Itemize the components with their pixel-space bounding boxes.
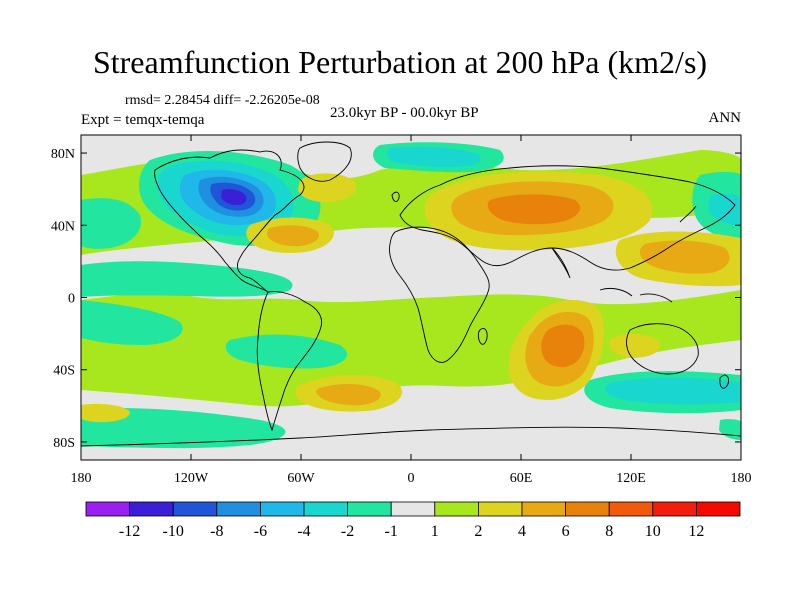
stats-label: rmsd= 2.28454 diff= -2.26205e-08 (125, 93, 320, 108)
colorbar-swatch (565, 501, 610, 517)
colorbar-label: 10 (645, 523, 661, 540)
x-tick-label: 120W (174, 471, 209, 486)
colorbar-swatch (259, 501, 305, 517)
colorbar-label: 12 (688, 523, 704, 540)
contour-band (81, 408, 286, 449)
y-tick-label: 80N (51, 147, 75, 162)
x-tick-label: 120E (616, 471, 646, 486)
contour-band (81, 300, 183, 345)
coastlines (81, 141, 741, 447)
contour-band (266, 225, 320, 247)
contour-band (298, 173, 357, 203)
colorbar-swatch (347, 501, 392, 517)
contour-band (225, 334, 348, 369)
coastline-australia (626, 323, 699, 375)
colorbar-label: -1 (385, 523, 398, 540)
contour-band (541, 324, 585, 368)
colorbar-swatch (172, 501, 218, 517)
coastline-indonesia (599, 287, 673, 303)
coastline-new-zealand (719, 374, 729, 389)
y-tick-label: 40N (51, 219, 75, 234)
contour-band (81, 403, 130, 423)
coastline-uk (391, 191, 400, 202)
contour-band (81, 198, 141, 249)
colorbar-swatch (652, 501, 697, 517)
colorbar-label: 8 (605, 523, 613, 540)
period-label: 23.0kyr BP - 00.0kyr BP (330, 105, 479, 121)
colorbar-label: -6 (254, 523, 267, 540)
coastline-antarctica (81, 426, 741, 447)
x-tick-label: 180 (71, 471, 92, 486)
coastline-japan (679, 205, 697, 223)
y-tick-label: 80S (53, 436, 75, 451)
chart-title: Streamfunction Perturbation at 200 hPa (… (92, 44, 708, 80)
colorbar-swatch (390, 501, 436, 517)
y-tick-label: 0 (68, 292, 75, 307)
season-label: ANN (708, 110, 742, 126)
coastline-greenland (297, 141, 352, 182)
x-tick-label: 180 (731, 471, 752, 486)
colorbar: -12 -10 -8 -6 -4 -2 -1 1 2 4 6 8 10 12 (85, 501, 741, 540)
contour-band (605, 377, 741, 405)
colorbar-swatch (608, 501, 654, 517)
colorbar-swatch (434, 501, 479, 517)
contour-band (487, 194, 581, 225)
colorbar-label: 4 (518, 523, 526, 540)
x-tick-label: 0 (408, 471, 415, 486)
colorbar-swatch (696, 501, 741, 517)
axes: 180 120W 60W 0 60E 120E 180 80N 40N 0 40S 80S (51, 135, 752, 486)
colorbar-label: 2 (474, 523, 482, 540)
contour-band (708, 193, 741, 226)
colorbar-label: -12 (119, 523, 140, 540)
coastline-india (551, 247, 571, 279)
colorbar-swatch (85, 501, 130, 517)
colorbar-swatch (303, 501, 348, 517)
coastline-south-america (256, 291, 323, 432)
contour-band (386, 146, 481, 168)
colorbar-label: 1 (431, 523, 439, 540)
contour-band (81, 261, 293, 297)
x-tick-label: 60E (510, 471, 533, 486)
contour-band (221, 188, 247, 205)
contour-band (609, 333, 661, 358)
colorbar-label: -2 (341, 523, 354, 540)
colorbar-label: -4 (297, 523, 310, 540)
colorbar-label: -8 (210, 523, 223, 540)
colorbar-swatch (521, 501, 566, 517)
coastline-eurasia (399, 165, 736, 271)
contour-band (639, 240, 730, 274)
colorbar-swatch (216, 501, 261, 517)
coastline-north-america (154, 149, 305, 293)
colorbar-label: -10 (163, 523, 184, 540)
y-tick-label: 40S (53, 364, 75, 379)
colorbar-label: 6 (562, 523, 570, 540)
colorbar-swatch (477, 501, 523, 517)
x-tick-label: 60W (287, 471, 315, 486)
contour-band (316, 384, 381, 406)
coastline-madagascar (477, 327, 488, 345)
colorbar-swatch (129, 501, 174, 517)
experiment-label: Expt = temqx-temqa (81, 112, 205, 128)
